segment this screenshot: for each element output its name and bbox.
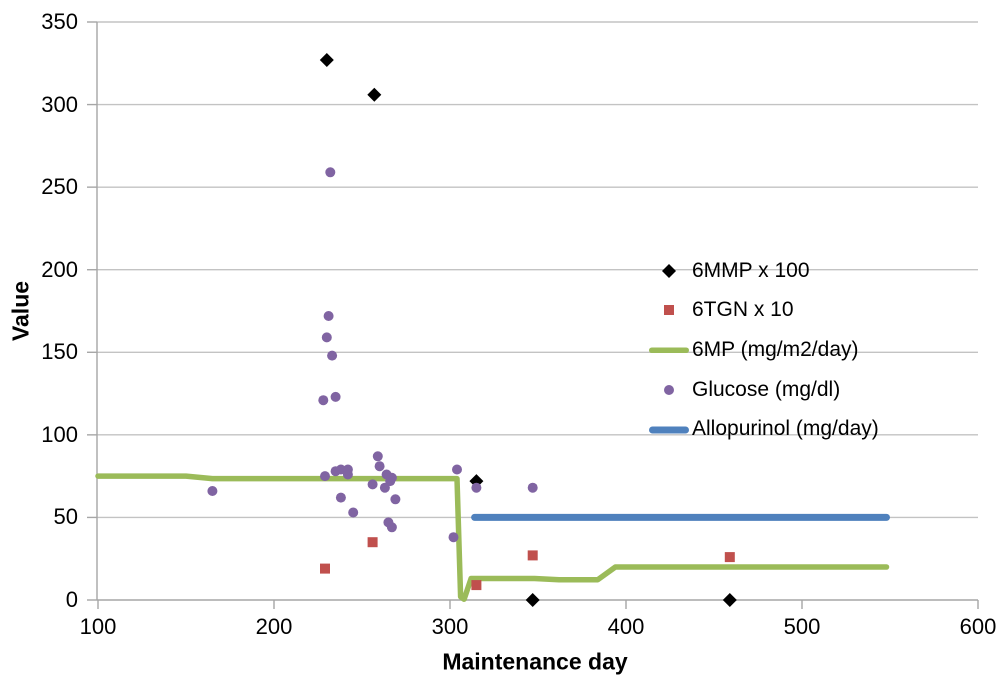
x-tick-label: 300	[431, 614, 469, 639]
y-tick-label: 50	[53, 504, 78, 530]
legend-marker-icon	[664, 305, 674, 316]
legend-label: Allopurinol (mg/day)	[692, 417, 879, 441]
legend-marker-icon	[662, 263, 676, 278]
x-tick-label: 200	[255, 614, 293, 639]
x-axis-title: Maintenance day	[442, 648, 628, 675]
legend-item: Allopurinol (mg/day)	[648, 409, 879, 449]
y-tick-label: 250	[41, 174, 78, 200]
y-tick-label: 200	[41, 256, 78, 282]
legend-label: 6MMP x 100	[692, 258, 810, 282]
x-tick-label: 100	[79, 614, 117, 639]
legend-marker-icon	[649, 426, 689, 434]
legend: 6MMP x 100 6TGN x 10 6MP (mg/m2/day) Glucos…	[648, 251, 879, 449]
x-tick-label: 500	[783, 614, 821, 639]
x-tick-label: 600	[959, 614, 997, 639]
y-tick-label: 150	[41, 339, 78, 365]
legend-label: Glucose (mg/dl)	[692, 377, 841, 401]
legend-marker-icon	[649, 347, 689, 353]
legend-item: Glucose (mg/dl)	[648, 370, 879, 410]
y-tick-label: 350	[41, 9, 78, 34]
y-axis-title: Value	[7, 280, 34, 342]
legend-item: 6MMP x 100	[648, 251, 879, 291]
legend-item: 6TGN x 10	[648, 291, 879, 331]
legend-label: 6MP (mg/m2/day)	[692, 337, 859, 361]
y-tick-label: 100	[41, 421, 78, 447]
y-tick-label: 300	[41, 91, 78, 117]
legend-label: 6TGN x 10	[692, 298, 794, 322]
legend-item: 6MP (mg/m2/day)	[648, 330, 879, 370]
legend-marker-icon	[664, 384, 674, 395]
x-tick-label: 400	[607, 614, 645, 639]
y-tick-label: 0	[65, 587, 78, 612]
